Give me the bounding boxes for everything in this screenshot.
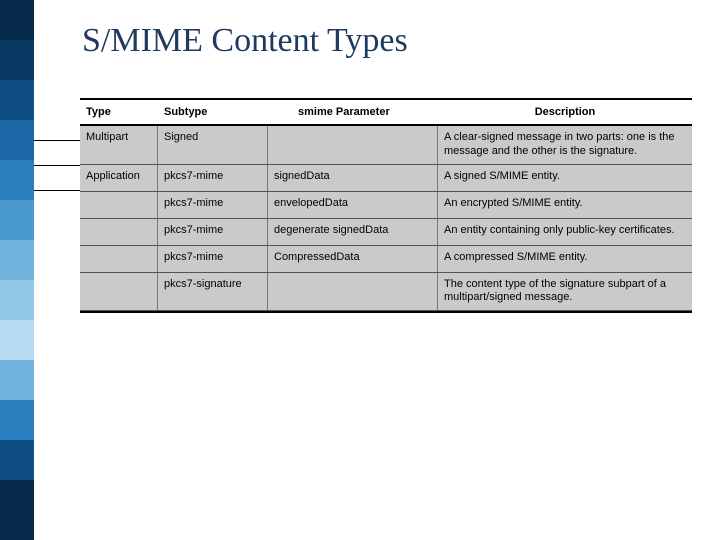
cell-param: envelopedData xyxy=(268,192,438,218)
table-row: pkcs7-mimeCompressedDataA compressed S/M… xyxy=(80,246,692,273)
cell-param xyxy=(268,273,438,311)
table-row: pkcs7-mimeenvelopedDataAn encrypted S/MI… xyxy=(80,192,692,219)
cell-desc: A compressed S/MIME entity. xyxy=(438,246,692,272)
decorative-rules xyxy=(34,140,80,215)
content-types-table: Type Subtype smime Parameter Description… xyxy=(80,98,692,313)
sidebar-color-block xyxy=(0,280,34,320)
sidebar-color-block xyxy=(0,160,34,200)
cell-param: degenerate signedData xyxy=(268,219,438,245)
sidebar-color-block xyxy=(0,0,34,40)
table-body: MultipartSigned A clear-signed message in… xyxy=(80,126,692,313)
cell-subtype: pkcs7-mime xyxy=(158,165,268,191)
col-header-type: Type xyxy=(80,100,158,124)
cell-type xyxy=(80,219,158,245)
cell-subtype: pkcs7-signature xyxy=(158,273,268,311)
cell-type: Multipart xyxy=(80,126,158,164)
sidebar-color-block xyxy=(0,400,34,440)
cell-param: signedData xyxy=(268,165,438,191)
sidebar-color-block xyxy=(0,40,34,80)
sidebar-color-block xyxy=(0,200,34,240)
col-header-desc: Description xyxy=(438,100,692,124)
col-header-subtype: Subtype xyxy=(158,100,268,124)
table-header-row: Type Subtype smime Parameter Description xyxy=(80,98,692,126)
sidebar-color-block xyxy=(0,480,34,540)
table-row: Applicationpkcs7-mimesignedDataA signed … xyxy=(80,165,692,192)
cell-desc: An encrypted S/MIME entity. xyxy=(438,192,692,218)
cell-desc: A signed S/MIME entity. xyxy=(438,165,692,191)
sidebar-color-block xyxy=(0,360,34,400)
cell-subtype: Signed xyxy=(158,126,268,164)
cell-param xyxy=(268,126,438,164)
cell-subtype: pkcs7-mime xyxy=(158,246,268,272)
cell-desc: An entity containing only public-key cer… xyxy=(438,219,692,245)
sidebar-color-block xyxy=(0,440,34,480)
decorative-sidebar xyxy=(0,0,34,540)
cell-type: Application xyxy=(80,165,158,191)
cell-subtype: pkcs7-mime xyxy=(158,219,268,245)
sidebar-color-block xyxy=(0,120,34,160)
table-row: pkcs7-signature The content type of the s… xyxy=(80,273,692,312)
cell-desc: The content type of the signature subpar… xyxy=(438,273,692,311)
cell-desc: A clear-signed message in two parts: one… xyxy=(438,126,692,164)
cell-param: CompressedData xyxy=(268,246,438,272)
sidebar-color-block xyxy=(0,240,34,280)
cell-type xyxy=(80,192,158,218)
sidebar-color-block xyxy=(0,320,34,360)
slide-title: S/MIME Content Types xyxy=(82,22,408,60)
cell-subtype: pkcs7-mime xyxy=(158,192,268,218)
col-header-param: smime Parameter xyxy=(268,100,438,124)
cell-type xyxy=(80,246,158,272)
table-row: MultipartSigned A clear-signed message in… xyxy=(80,126,692,165)
table-row: pkcs7-mimedegenerate signedDataAn entity… xyxy=(80,219,692,246)
sidebar-color-block xyxy=(0,80,34,120)
cell-type xyxy=(80,273,158,311)
